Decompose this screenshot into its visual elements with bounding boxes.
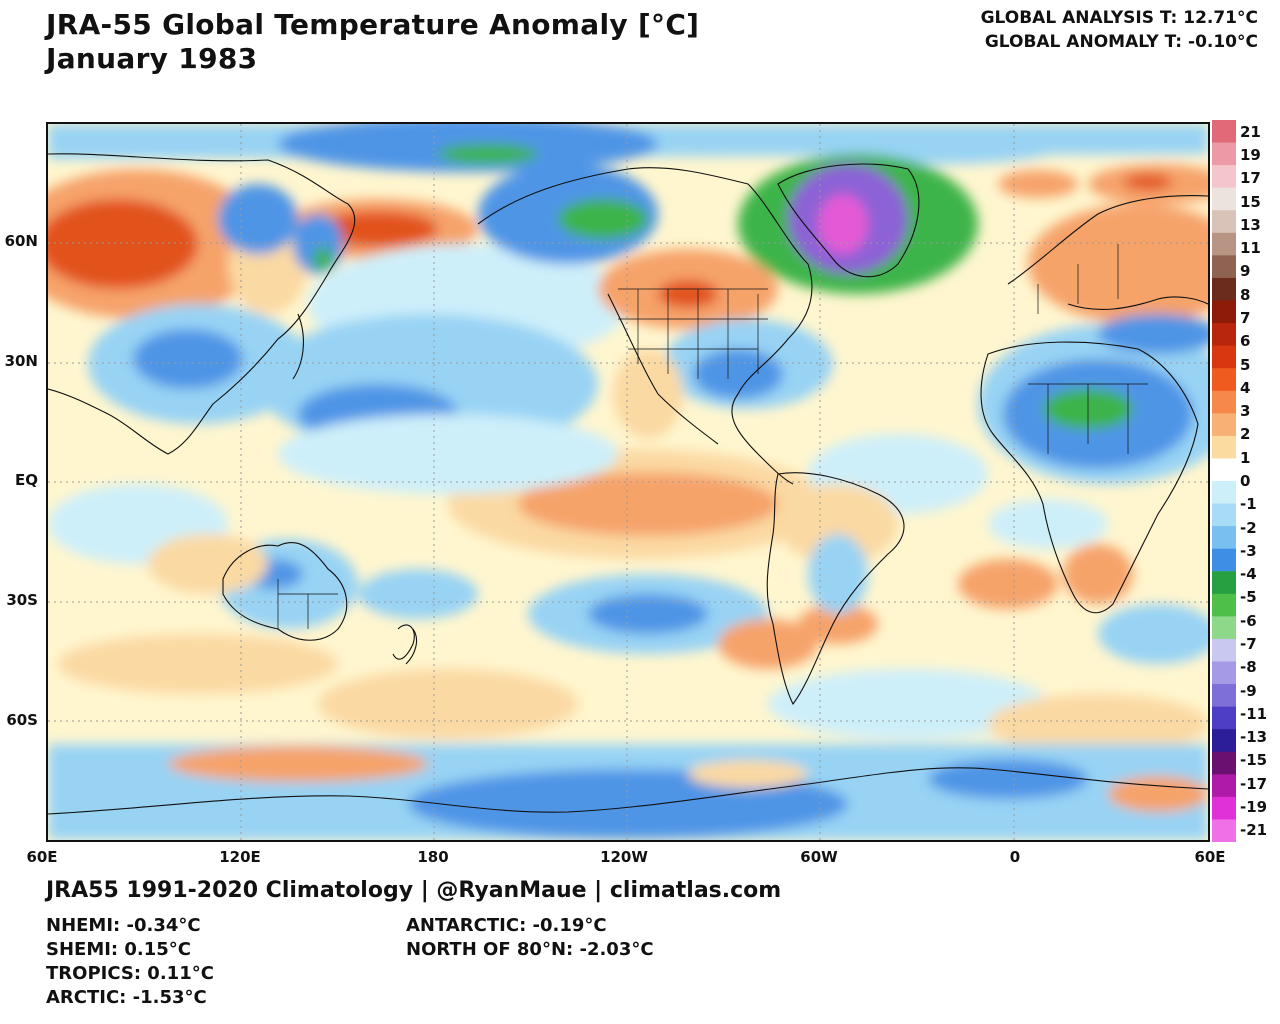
colorbar-tick-label: -11	[1240, 704, 1268, 723]
colorbar-tick-label: -21	[1240, 821, 1268, 840]
colorbar-tick-label: -19	[1240, 798, 1268, 817]
colorbar-tick-label: 7	[1240, 308, 1251, 327]
colorbar-swatch	[1212, 481, 1236, 505]
colorbar-swatch	[1212, 323, 1236, 347]
title-main: JRA-55 Global Temperature Anomaly [°C]	[46, 8, 700, 41]
global-stats: GLOBAL ANALYSIS T: 12.71°C GLOBAL ANOMAL…	[981, 6, 1258, 54]
graticule	[48, 124, 1208, 840]
colorbar-tick-label: -8	[1240, 658, 1257, 677]
colorbar-tick-label: -5	[1240, 588, 1257, 607]
colorbar-swatch	[1212, 706, 1236, 730]
global-analysis-temp: GLOBAL ANALYSIS T: 12.71°C	[980, 8, 1258, 28]
colorbar-tick-label: 0	[1240, 472, 1251, 490]
regional-stats-left: NHEMI: -0.34°C SHEMI: 0.15°C TROPICS: 0.…	[46, 914, 214, 1010]
colorbar-tick-label: 21	[1240, 122, 1261, 141]
colorbar-tick-label: 11	[1240, 239, 1261, 258]
lon-label-60e-left: 60E	[26, 848, 58, 866]
colorbar-tick-label: -2	[1240, 518, 1257, 537]
credit-line: JRA55 1991-2020 Climatology | @RyanMaue …	[46, 878, 782, 903]
colorbar-tick-label: 4	[1240, 378, 1251, 397]
colorbar-swatch	[1212, 684, 1236, 708]
colorbar-tick-label: -15	[1240, 751, 1268, 770]
colorbar	[1212, 120, 1236, 843]
colorbar-swatch	[1212, 210, 1236, 234]
colorbar-swatch	[1212, 638, 1236, 662]
lat-label-30s: 30S	[6, 591, 38, 609]
stat-antarctic: ANTARCTIC: -0.19°C	[406, 915, 607, 936]
colorbar-swatch	[1212, 796, 1236, 820]
stat-nhemi: NHEMI: -0.34°C	[46, 915, 201, 936]
colorbar-tick-label: -1	[1240, 495, 1257, 514]
chart-title: JRA-55 Global Temperature Anomaly [°C] J…	[46, 8, 699, 76]
colorbar-swatch	[1212, 232, 1236, 256]
colorbar-swatch	[1212, 368, 1236, 392]
colorbar-swatch	[1212, 165, 1236, 189]
colorbar-tick-label: -9	[1240, 681, 1257, 700]
colorbar-swatch	[1212, 435, 1236, 459]
stat-north-of-80n: NORTH OF 80°N: -2.03°C	[406, 939, 654, 960]
colorbar-swatch	[1212, 751, 1236, 775]
map-canvas	[48, 124, 1208, 840]
colorbar-swatch	[1212, 120, 1236, 144]
lon-label-60e-right: 60E	[1194, 848, 1226, 866]
stat-shemi: SHEMI: 0.15°C	[46, 939, 192, 960]
colorbar-swatch	[1212, 413, 1236, 437]
lat-label-60n: 60N	[4, 232, 38, 250]
colorbar-swatch	[1212, 661, 1236, 685]
colorbar-tick-label: 1	[1240, 448, 1251, 467]
lon-label-180: 180	[417, 848, 449, 866]
colorbar-swatch	[1212, 729, 1236, 753]
coastlines	[48, 153, 1208, 815]
regional-stats-right: ANTARCTIC: -0.19°C NORTH OF 80°N: -2.03°…	[406, 914, 654, 962]
colorbar-tick-label: -6	[1240, 611, 1257, 630]
colorbar-tick-label: -3	[1240, 541, 1257, 560]
colorbar-swatch	[1212, 616, 1236, 640]
lat-label-60s: 60S	[6, 711, 38, 729]
colorbar-tick-label: 5	[1240, 355, 1251, 374]
title-date: January 1983	[46, 42, 258, 75]
colorbar-swatch	[1212, 548, 1236, 572]
colorbar-swatch	[1212, 571, 1236, 595]
colorbar-tick-label: -7	[1240, 635, 1257, 654]
colorbar-swatch	[1212, 345, 1236, 369]
colorbar-tick-label: 8	[1240, 285, 1251, 304]
colorbar-swatch	[1212, 503, 1236, 527]
colorbar-tick-label: -13	[1240, 728, 1268, 747]
lon-label-0: 0	[1009, 848, 1021, 866]
colorbar-tick-label: -4	[1240, 565, 1257, 584]
colorbar-tick-label: 6	[1240, 332, 1251, 351]
colorbar-swatch	[1212, 458, 1236, 482]
lat-label-eq: EQ	[15, 471, 38, 489]
colorbar-tick-label: -17	[1240, 774, 1268, 793]
colorbar-tick-label: 15	[1240, 192, 1261, 211]
colorbar-tick-label: 9	[1240, 262, 1251, 281]
colorbar-scale	[1212, 120, 1236, 843]
colorbar-swatch	[1212, 255, 1236, 279]
borders	[277, 244, 1148, 629]
colorbar-swatch	[1212, 390, 1236, 414]
colorbar-tick-label: 17	[1240, 169, 1261, 188]
anomaly-map	[46, 122, 1210, 842]
colorbar-tick-label: 3	[1240, 402, 1251, 421]
lon-label-120e: 120E	[219, 848, 261, 866]
colorbar-swatch	[1212, 774, 1236, 798]
colorbar-swatch	[1212, 819, 1236, 843]
global-anomaly-temp: GLOBAL ANOMALY T: -0.10°C	[984, 32, 1258, 52]
colorbar-swatch	[1212, 277, 1236, 301]
colorbar-swatch	[1212, 142, 1236, 166]
colorbar-swatch	[1212, 526, 1236, 550]
lat-label-30n: 30N	[4, 352, 38, 370]
stat-tropics: TROPICS: 0.11°C	[46, 963, 214, 984]
lon-label-60w: 60W	[800, 848, 838, 866]
colorbar-tick-label: 13	[1240, 215, 1261, 234]
stat-arctic: ARCTIC: -1.53°C	[46, 987, 207, 1008]
colorbar-tick-label: 19	[1240, 145, 1261, 164]
colorbar-tick-label: 2	[1240, 425, 1251, 444]
lon-label-120w: 120W	[600, 848, 648, 866]
colorbar-swatch	[1212, 300, 1236, 324]
colorbar-swatch	[1212, 187, 1236, 211]
colorbar-swatch	[1212, 593, 1236, 617]
